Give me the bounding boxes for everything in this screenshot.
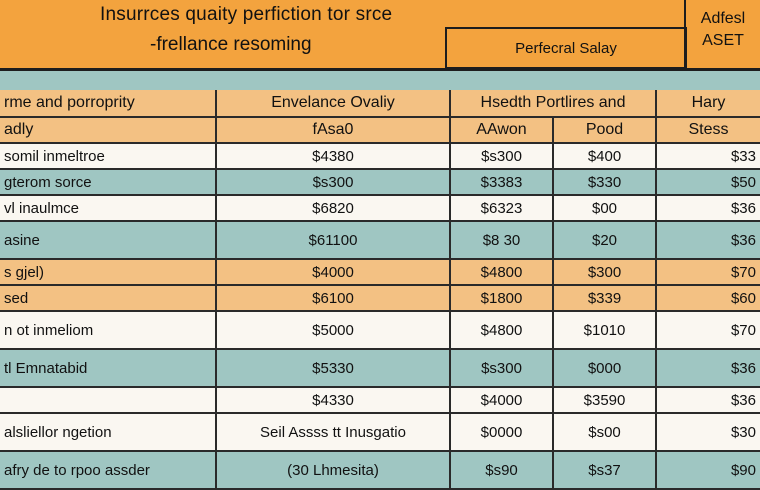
table-cell: $6100 <box>216 285 451 312</box>
table-cell: $s90 <box>450 451 554 490</box>
header-cell: adly <box>0 117 217 144</box>
side-header-line1: Adfesl <box>700 10 746 27</box>
table-cell: (30 Lhmesita) <box>216 451 451 490</box>
table-cell: $6323 <box>450 195 554 222</box>
table-cell: $400 <box>553 143 657 170</box>
table-cell: $20 <box>553 221 657 260</box>
row-label <box>0 387 217 414</box>
table-row: n ot inmeliom $5000 $4800 $1010 $70 <box>0 311 760 350</box>
table-row: gterom sorce $s300 $3383 $330 $50 <box>0 169 760 196</box>
header-cell: Hary <box>656 90 760 118</box>
page-subtitle: -frellance resoming <box>150 34 312 55</box>
table-cell: $4800 <box>450 259 554 286</box>
table-cell: $5000 <box>216 311 451 350</box>
header-banner: Insurrces quaity perfiction tor srce -fr… <box>0 0 760 71</box>
table-cell: $70 <box>656 311 760 350</box>
table-cell: $000 <box>553 349 657 388</box>
row-label: sed <box>0 285 217 312</box>
table-cell: $3590 <box>553 387 657 414</box>
table-row: asine $61100 $8 30 $20 $36 <box>0 221 760 260</box>
header-cell: Envelance Ovaliy <box>216 90 451 118</box>
table-cell: $s300 <box>216 169 451 196</box>
table-cell: $5330 <box>216 349 451 388</box>
row-label: tl Emnatabid <box>0 349 217 388</box>
table-cell: $s300 <box>450 349 554 388</box>
side-header-line2: ASET <box>702 32 744 49</box>
row-label: asine <box>0 221 217 260</box>
salary-header-label: Perfecral Salay <box>515 39 617 57</box>
row-label: afry de to rpoo assder <box>0 451 217 490</box>
header-cell: AAwon <box>450 117 554 144</box>
table-cell: $36 <box>656 387 760 414</box>
table-cell: $8 30 <box>450 221 554 260</box>
table-cell: $0000 <box>450 413 554 452</box>
table-cell: $330 <box>553 169 657 196</box>
table-cell: $00 <box>553 195 657 222</box>
table-row: afry de to rpoo assder (30 Lhmesita) $s9… <box>0 451 760 490</box>
table-cell: $50 <box>656 169 760 196</box>
table-header-row-1: rme and porroprity Envelance Ovaliy Hsed… <box>0 90 760 118</box>
table-row: alsliellor ngetion Seil Assss tt Inusgat… <box>0 413 760 452</box>
table-cell: $6820 <box>216 195 451 222</box>
table-cell: $300 <box>553 259 657 286</box>
header-cell: fAsa0 <box>216 117 451 144</box>
divider-band <box>0 71 760 90</box>
row-label: n ot inmeliom <box>0 311 217 350</box>
table-cell: $s300 <box>450 143 554 170</box>
table-row: somil inmeltroe $4380 $s300 $400 $33 <box>0 143 760 170</box>
table-cell: $70 <box>656 259 760 286</box>
table-cell: $s37 <box>553 451 657 490</box>
data-table: rme and porroprity Envelance Ovaliy Hsed… <box>0 90 760 490</box>
table-cell: $60 <box>656 285 760 312</box>
row-label: s gjel) <box>0 259 217 286</box>
header-cell: rme and porroprity <box>0 90 217 118</box>
table-cell: $4330 <box>216 387 451 414</box>
table-row: sed $6100 $1800 $339 $60 <box>0 285 760 312</box>
table-header-row-2: adly fAsa0 AAwon Pood Stess <box>0 117 760 144</box>
header-cell: Hsedth Portlires and <box>450 90 657 118</box>
header-cell: Pood <box>553 117 657 144</box>
table-cell: $4800 <box>450 311 554 350</box>
table-cell: $339 <box>553 285 657 312</box>
table-cell: $33 <box>656 143 760 170</box>
table-row: s gjel) $4000 $4800 $300 $70 <box>0 259 760 286</box>
table-cell: $36 <box>656 349 760 388</box>
table-cell: $90 <box>656 451 760 490</box>
row-label: somil inmeltroe <box>0 143 217 170</box>
header-cell: Stess <box>656 117 760 144</box>
table-cell: $61100 <box>216 221 451 260</box>
table-cell: $4380 <box>216 143 451 170</box>
table-row: vl inaulmce $6820 $6323 $00 $36 <box>0 195 760 222</box>
table-cell: $s00 <box>553 413 657 452</box>
page-title: Insurrces quaity perfiction tor srce <box>100 4 393 25</box>
table-row: $4330 $4000 $3590 $36 <box>0 387 760 414</box>
table-cell: $4000 <box>450 387 554 414</box>
table-cell: $30 <box>656 413 760 452</box>
row-label: alsliellor ngetion <box>0 413 217 452</box>
row-label: vl inaulmce <box>0 195 217 222</box>
table-cell: Seil Assss tt Inusgatio <box>216 413 451 452</box>
table-cell: $3383 <box>450 169 554 196</box>
row-label: gterom sorce <box>0 169 217 196</box>
salary-header-box: Perfecral Salay <box>445 27 687 69</box>
table-cell: $4000 <box>216 259 451 286</box>
table-cell: $36 <box>656 221 760 260</box>
table-cell: $1010 <box>553 311 657 350</box>
table-row: tl Emnatabid $5330 $s300 $000 $36 <box>0 349 760 388</box>
table-cell: $1800 <box>450 285 554 312</box>
side-header: Adfesl ASET <box>684 0 760 68</box>
table-cell: $36 <box>656 195 760 222</box>
